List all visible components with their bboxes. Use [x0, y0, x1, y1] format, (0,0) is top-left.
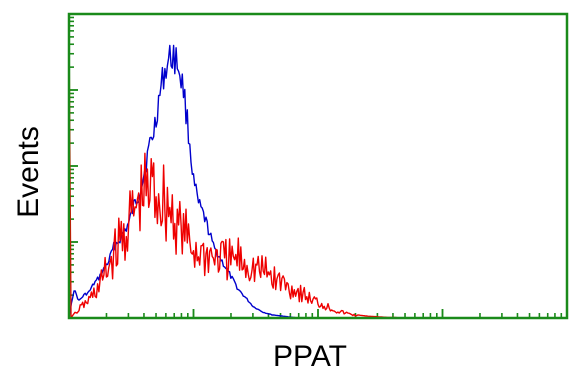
x-axis-label: PPAT — [273, 340, 347, 373]
series-layer — [68, 26, 418, 319]
plot-area — [69, 14, 567, 318]
y-axis-label: Events — [12, 126, 45, 218]
series-1-line — [68, 44, 299, 319]
plot-frame — [67, 12, 569, 320]
series-2-line — [68, 26, 418, 319]
